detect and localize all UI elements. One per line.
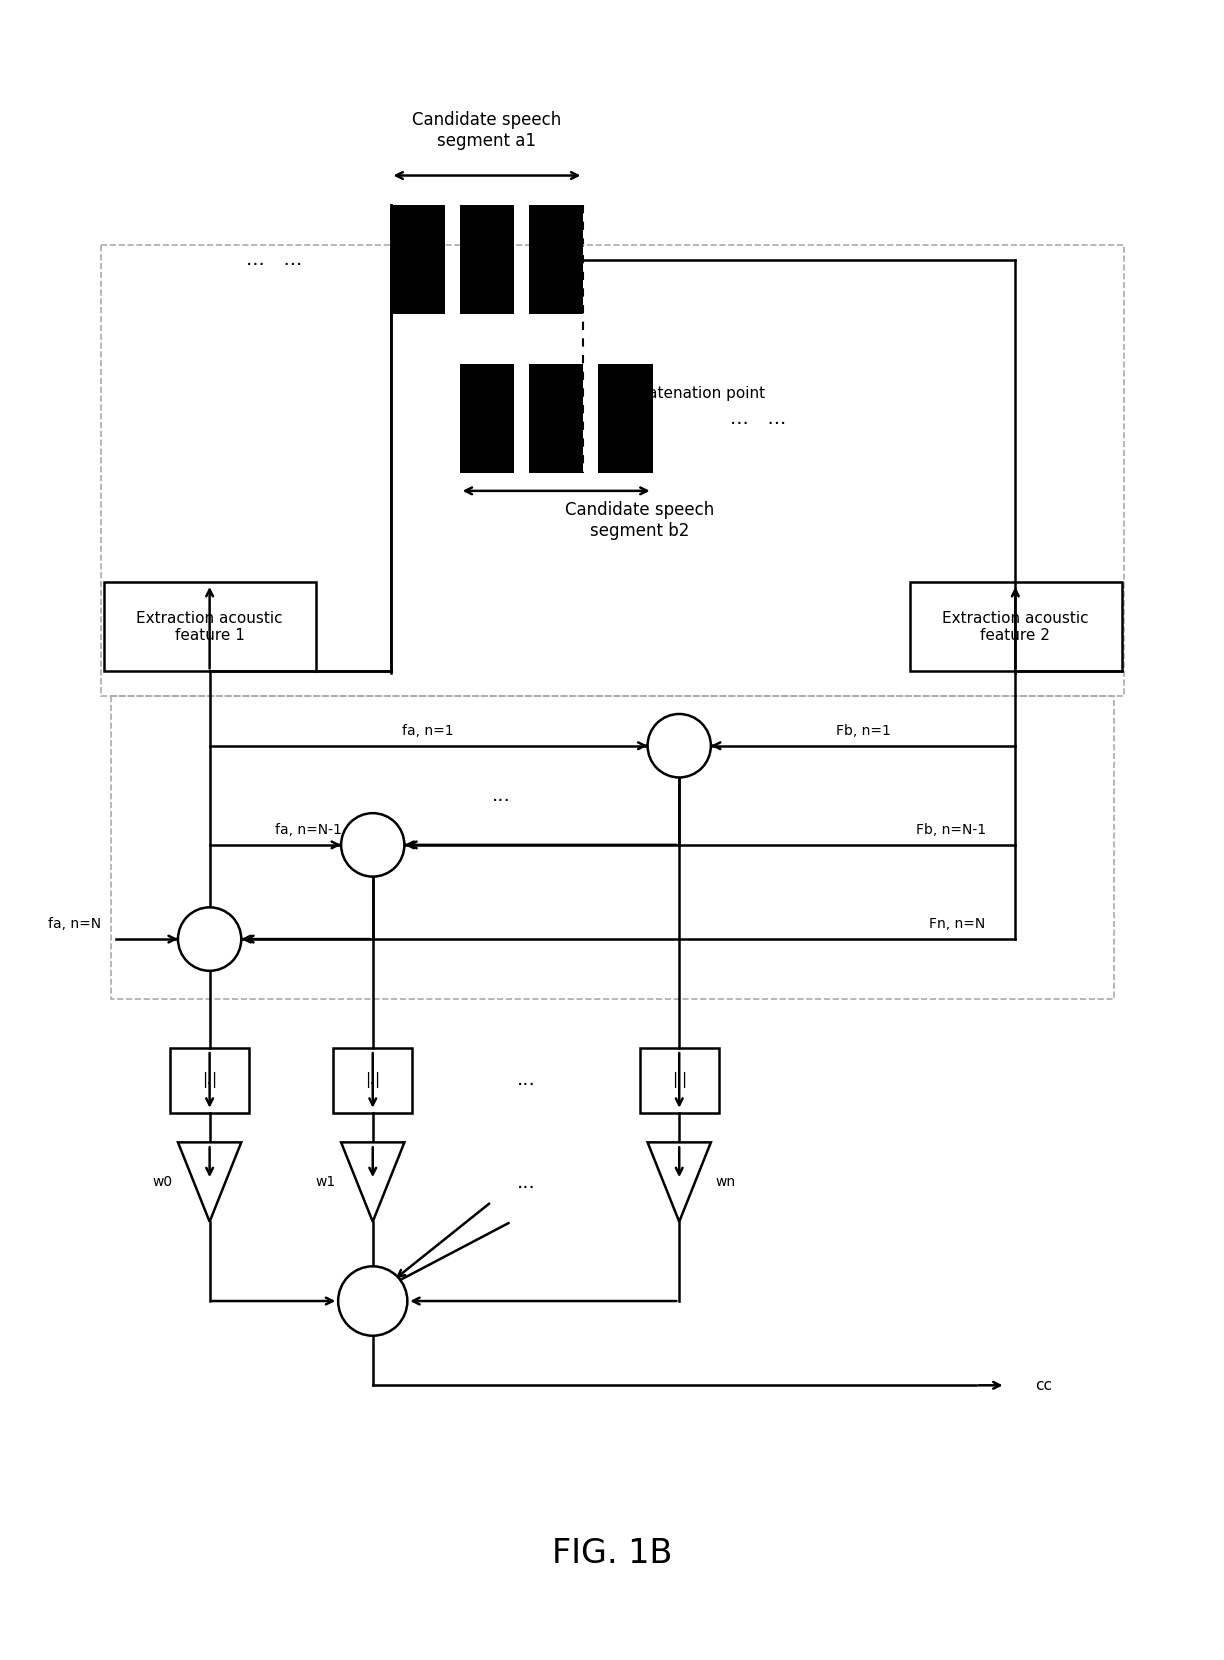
Text: wn: wn [716,1175,736,1189]
Bar [909,583,1122,671]
Text: ...   ...: ... ... [246,251,302,269]
Text: Fb, n=N-1: Fb, n=N-1 [916,823,985,837]
Bar [333,1047,412,1112]
Bar [599,364,652,473]
Bar [460,364,514,473]
Text: ...   ...: ... ... [731,408,787,428]
Polygon shape [177,1142,241,1222]
Bar [529,364,584,473]
Text: fa, n=N-1: fa, n=N-1 [275,823,341,837]
Bar [390,206,444,314]
Text: -: - [204,930,214,950]
Polygon shape [341,1142,404,1222]
Bar [460,206,514,314]
Circle shape [341,813,404,876]
Text: ...: ... [492,785,510,805]
Text: Extraction acoustic
feature 1: Extraction acoustic feature 1 [136,611,283,642]
Text: w0: w0 [153,1175,173,1189]
Text: -: - [674,735,684,755]
Text: cc: cc [1036,1378,1053,1393]
Text: Fn, n=N: Fn, n=N [929,918,985,931]
Circle shape [647,714,711,777]
Circle shape [338,1267,408,1336]
Text: +: + [362,1290,383,1313]
Text: ...: ... [517,1172,535,1192]
Text: w1: w1 [316,1175,337,1189]
Text: |.|: |.| [202,1072,217,1087]
Circle shape [177,908,241,971]
Text: FIG. 1B: FIG. 1B [552,1537,672,1570]
Bar [104,583,316,671]
Bar [170,1047,250,1112]
Text: Fb, n=1: Fb, n=1 [836,724,891,737]
Text: |.|: |.| [672,1072,687,1087]
Bar [529,206,584,314]
Bar [110,696,1114,999]
Text: Concatenation point: Concatenation point [610,387,765,402]
Text: fa, n=1: fa, n=1 [403,724,454,737]
Text: ...: ... [517,1071,535,1089]
Bar [640,1047,718,1112]
Text: fa, n=N: fa, n=N [48,918,100,931]
Text: Extraction acoustic
feature 2: Extraction acoustic feature 2 [942,611,1088,642]
Polygon shape [647,1142,711,1222]
Bar [100,246,1124,696]
Text: -: - [368,835,377,855]
Text: Candidate speech
segment b2: Candidate speech segment b2 [565,501,715,540]
Text: |.|: |.| [365,1072,381,1087]
Text: Candidate speech
segment a1: Candidate speech segment a1 [412,111,562,151]
